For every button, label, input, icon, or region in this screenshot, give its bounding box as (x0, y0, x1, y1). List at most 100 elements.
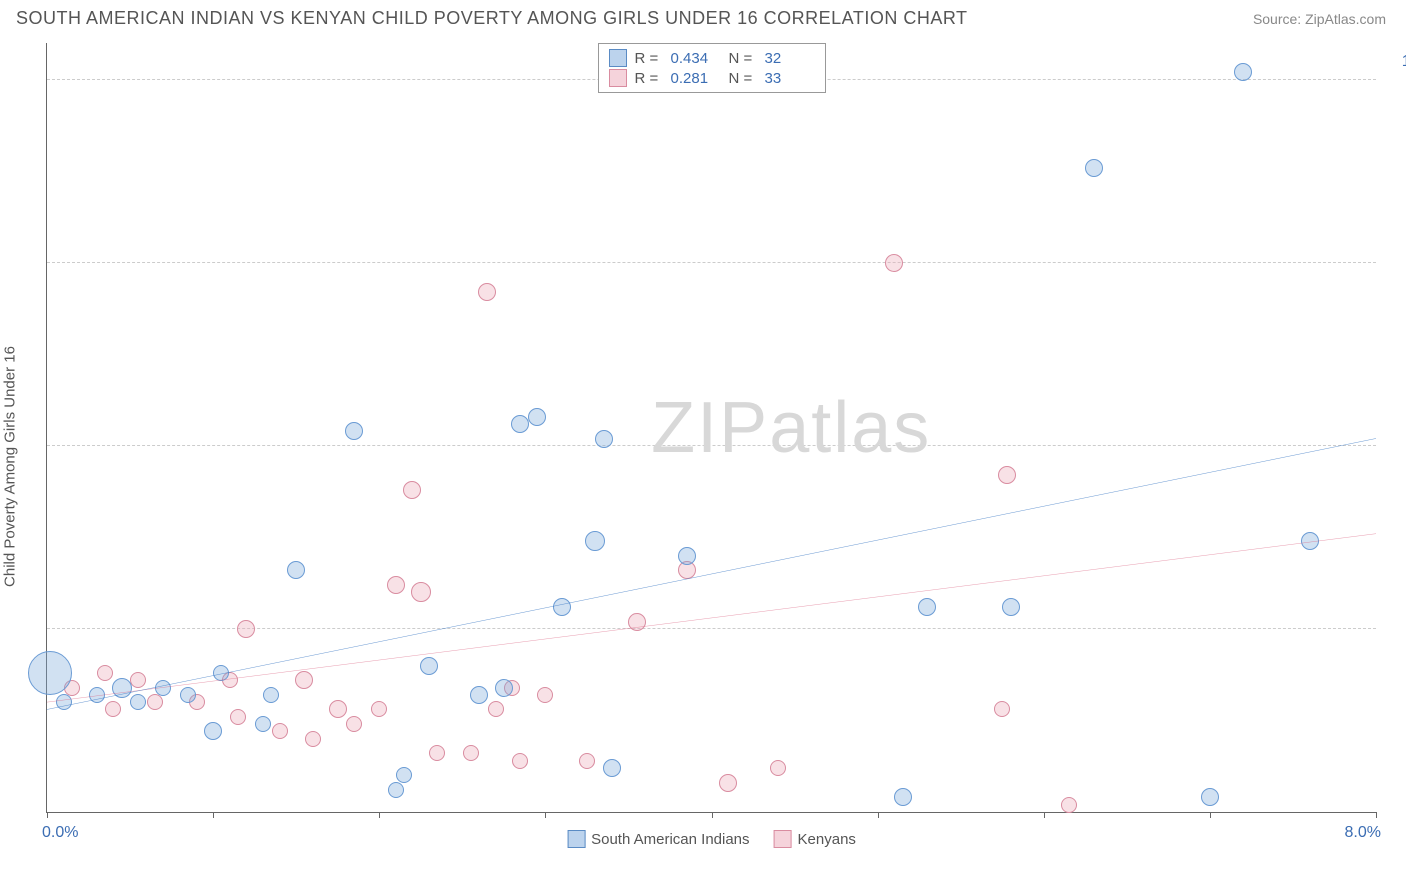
scatter-point-blue (89, 687, 105, 703)
legend-swatch-blue (609, 49, 627, 67)
chart-title: SOUTH AMERICAN INDIAN VS KENYAN CHILD PO… (16, 8, 968, 29)
legend-r-label: R = (635, 70, 663, 87)
legend-n-pink: 33 (765, 70, 815, 87)
x-tick (47, 812, 48, 818)
scatter-point-pink (998, 466, 1016, 484)
scatter-point-blue (1002, 598, 1020, 616)
source-label: Source: ZipAtlas.com (1253, 11, 1386, 27)
legend-swatch-pink (774, 830, 792, 848)
scatter-point-blue (28, 651, 72, 695)
scatter-point-blue (396, 767, 412, 783)
scatter-point-pink (147, 694, 163, 710)
legend-swatch-blue (567, 830, 585, 848)
scatter-point-blue (1301, 532, 1319, 550)
scatter-point-pink (411, 582, 431, 602)
scatter-point-pink (1061, 797, 1077, 813)
scatter-point-pink (305, 731, 321, 747)
scatter-point-blue (420, 657, 438, 675)
gridline-h (47, 262, 1376, 263)
scatter-point-blue (180, 687, 196, 703)
scatter-point-blue (345, 422, 363, 440)
scatter-point-pink (272, 723, 288, 739)
scatter-point-pink (429, 745, 445, 761)
legend-swatch-pink (609, 69, 627, 87)
scatter-point-pink (628, 613, 646, 631)
x-tick (878, 812, 879, 818)
trendline-pink (47, 534, 1376, 702)
scatter-point-blue (287, 561, 305, 579)
scatter-point-pink (105, 701, 121, 717)
x-tick (1210, 812, 1211, 818)
scatter-point-blue (495, 679, 513, 697)
scatter-point-blue (603, 759, 621, 777)
legend-series: South American Indians Kenyans (567, 830, 856, 848)
x-tick-min: 0.0% (42, 824, 78, 842)
scatter-point-blue (1201, 788, 1219, 806)
scatter-point-pink (237, 620, 255, 638)
scatter-point-pink (329, 700, 347, 718)
scatter-point-pink (994, 701, 1010, 717)
x-tick (379, 812, 380, 818)
y-tick-label: 50.0% (1386, 419, 1406, 437)
scatter-point-blue (56, 694, 72, 710)
x-tick (545, 812, 546, 818)
scatter-point-pink (403, 481, 421, 499)
chart-container: Child Poverty Among Girls Under 16 ZIPat… (0, 33, 1406, 883)
scatter-point-pink (719, 774, 737, 792)
scatter-point-blue (528, 408, 546, 426)
scatter-point-pink (579, 753, 595, 769)
y-tick-label: 25.0% (1386, 602, 1406, 620)
y-axis-label: Child Poverty Among Girls Under 16 (2, 346, 19, 587)
scatter-point-blue (511, 415, 529, 433)
legend-label-pink: Kenyans (798, 831, 856, 848)
scatter-point-blue (112, 678, 132, 698)
legend-n-label: N = (729, 70, 757, 87)
scatter-point-pink (478, 283, 496, 301)
scatter-point-pink (387, 576, 405, 594)
scatter-point-blue (1234, 63, 1252, 81)
scatter-point-blue (388, 782, 404, 798)
scatter-point-blue (1085, 159, 1103, 177)
plot-area: ZIPatlas R = 0.434 N = 32 R = 0.281 N = … (46, 43, 1376, 813)
scatter-point-pink (885, 254, 903, 272)
scatter-point-blue (130, 694, 146, 710)
scatter-point-pink (488, 701, 504, 717)
legend-label-blue: South American Indians (591, 831, 749, 848)
scatter-point-blue (263, 687, 279, 703)
scatter-point-pink (770, 760, 786, 776)
scatter-point-blue (470, 686, 488, 704)
y-tick-label: 75.0% (1386, 236, 1406, 254)
scatter-point-pink (537, 687, 553, 703)
scatter-point-blue (204, 722, 222, 740)
scatter-point-pink (371, 701, 387, 717)
scatter-point-pink (346, 716, 362, 732)
scatter-point-blue (678, 547, 696, 565)
scatter-point-blue (553, 598, 571, 616)
scatter-point-blue (585, 531, 605, 551)
legend-stats: R = 0.434 N = 32 R = 0.281 N = 33 (598, 43, 826, 93)
trendline-blue (47, 438, 1376, 709)
x-tick (712, 812, 713, 818)
scatter-point-blue (918, 598, 936, 616)
scatter-point-pink (97, 665, 113, 681)
legend-r-blue: 0.434 (671, 50, 721, 67)
scatter-point-pink (512, 753, 528, 769)
legend-r-pink: 0.281 (671, 70, 721, 87)
x-tick (213, 812, 214, 818)
watermark: ZIPatlas (651, 387, 931, 469)
scatter-point-blue (255, 716, 271, 732)
legend-r-label: R = (635, 50, 663, 67)
x-tick (1376, 812, 1377, 818)
scatter-point-blue (213, 665, 229, 681)
scatter-point-blue (894, 788, 912, 806)
legend-n-label: N = (729, 50, 757, 67)
scatter-point-blue (155, 680, 171, 696)
scatter-point-pink (230, 709, 246, 725)
y-tick-label: 100.0% (1386, 53, 1406, 71)
scatter-point-pink (463, 745, 479, 761)
scatter-point-pink (295, 671, 313, 689)
scatter-point-blue (595, 430, 613, 448)
x-tick (1044, 812, 1045, 818)
legend-n-blue: 32 (765, 50, 815, 67)
scatter-point-pink (130, 672, 146, 688)
